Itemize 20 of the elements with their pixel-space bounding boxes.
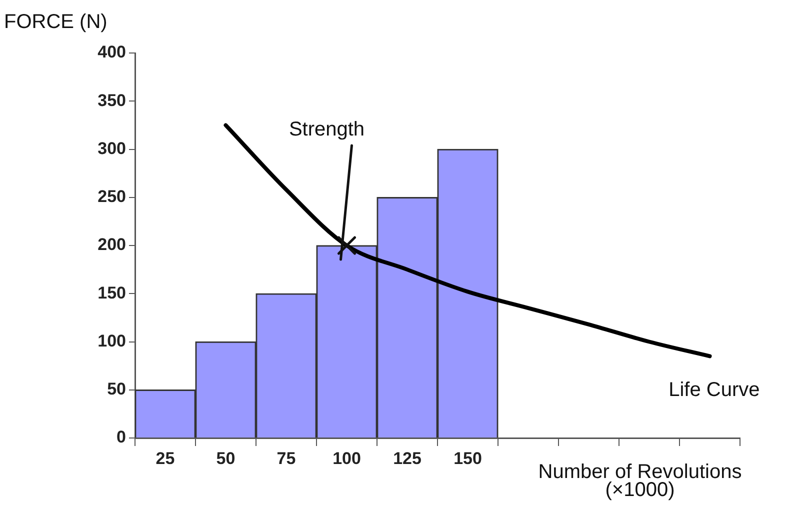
y-tick-label: 150 bbox=[98, 283, 126, 302]
x-tick-label: 100 bbox=[332, 448, 361, 468]
x-tick-label: 75 bbox=[276, 448, 296, 468]
annotation: Strength bbox=[288, 118, 365, 140]
x-tick-label: 25 bbox=[156, 448, 175, 468]
y-tick-label: 50 bbox=[107, 380, 126, 399]
y-tick-label: 300 bbox=[98, 138, 126, 158]
y-tick-label: 400 bbox=[98, 42, 126, 62]
y-axis-title: FORCE (N) bbox=[4, 11, 108, 33]
x-tick-label: 125 bbox=[393, 448, 422, 468]
y-tick-label: 250 bbox=[98, 187, 126, 206]
y-tick-label: 0 bbox=[116, 428, 126, 447]
y-tick-label: 200 bbox=[98, 235, 126, 254]
x-tick-label: 50 bbox=[216, 448, 236, 468]
y-tick-label: 100 bbox=[98, 331, 126, 350]
y-tick-label: 350 bbox=[98, 90, 126, 110]
series-label: Life Curve bbox=[668, 379, 760, 402]
x-tick-label: 150 bbox=[454, 448, 482, 468]
x-axis-title: Number of Revolutions (×1000) bbox=[538, 461, 742, 501]
line-series bbox=[224, 123, 712, 358]
